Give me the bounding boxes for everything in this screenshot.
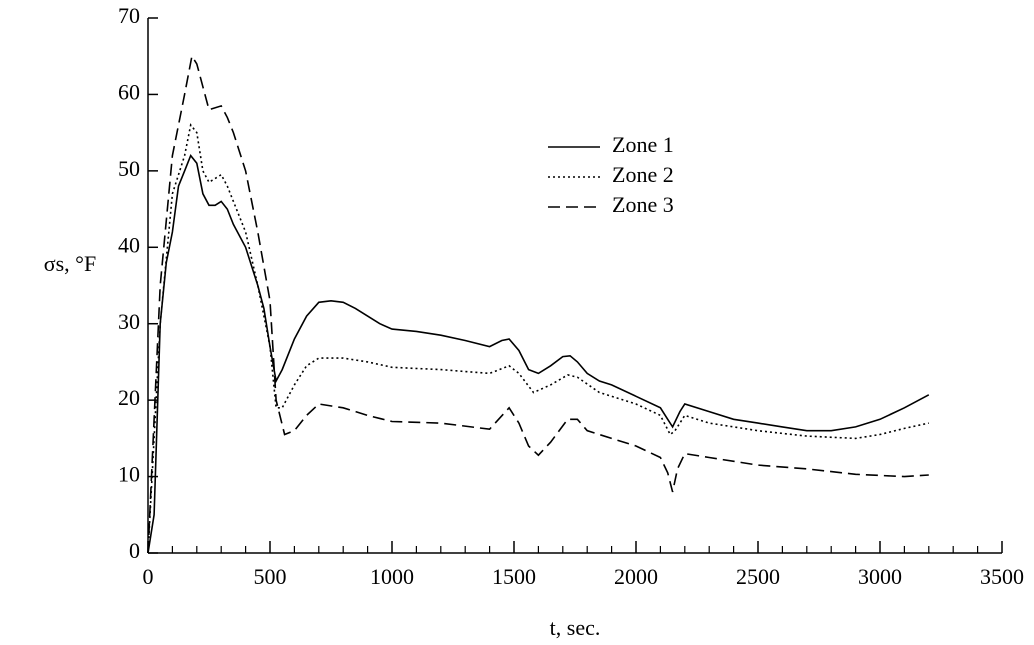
y-tick-label: 60 bbox=[118, 79, 140, 104]
legend-label: Zone 3 bbox=[612, 192, 674, 217]
line-series bbox=[147, 54, 929, 554]
x-tick-label: 3500 bbox=[980, 564, 1024, 589]
y-tick-label: 50 bbox=[118, 156, 140, 181]
x-tick-label: 3000 bbox=[858, 564, 902, 589]
legend-label: Zone 2 bbox=[612, 162, 674, 187]
x-tick-label: 1500 bbox=[492, 564, 536, 589]
x-tick-label: 0 bbox=[143, 564, 154, 589]
x-tick-label: 500 bbox=[254, 564, 287, 589]
y-tick-label: 40 bbox=[118, 232, 140, 257]
x-tick-label: 2500 bbox=[736, 564, 780, 589]
legend-label: Zone 1 bbox=[612, 132, 674, 157]
line-series bbox=[147, 154, 930, 554]
y-tick-label: 20 bbox=[118, 385, 140, 410]
x-tick-label: 2000 bbox=[614, 564, 658, 589]
line-series bbox=[147, 123, 929, 554]
x-axis-label: t, sec. bbox=[550, 615, 601, 640]
y-tick-label: 30 bbox=[118, 309, 140, 334]
x-tick-label: 1000 bbox=[370, 564, 414, 589]
y-tick-label: 0 bbox=[129, 538, 140, 563]
y-axis-label: σs, °F bbox=[44, 251, 96, 276]
y-tick-label: 70 bbox=[118, 3, 140, 28]
y-tick-label: 10 bbox=[118, 462, 140, 487]
